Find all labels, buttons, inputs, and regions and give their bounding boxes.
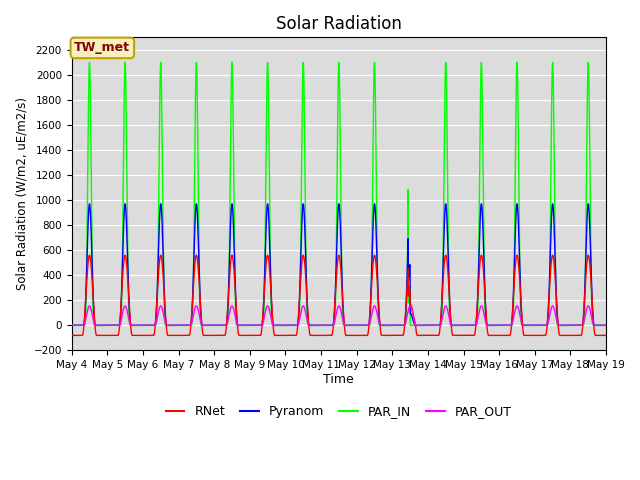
- Y-axis label: Solar Radiation (W/m2, uE/m2/s): Solar Radiation (W/m2, uE/m2/s): [15, 97, 28, 290]
- Title: Solar Radiation: Solar Radiation: [276, 15, 402, 33]
- Legend: RNet, Pyranom, PAR_IN, PAR_OUT: RNet, Pyranom, PAR_IN, PAR_OUT: [161, 400, 517, 423]
- Text: TW_met: TW_met: [74, 41, 131, 54]
- X-axis label: Time: Time: [323, 373, 354, 386]
